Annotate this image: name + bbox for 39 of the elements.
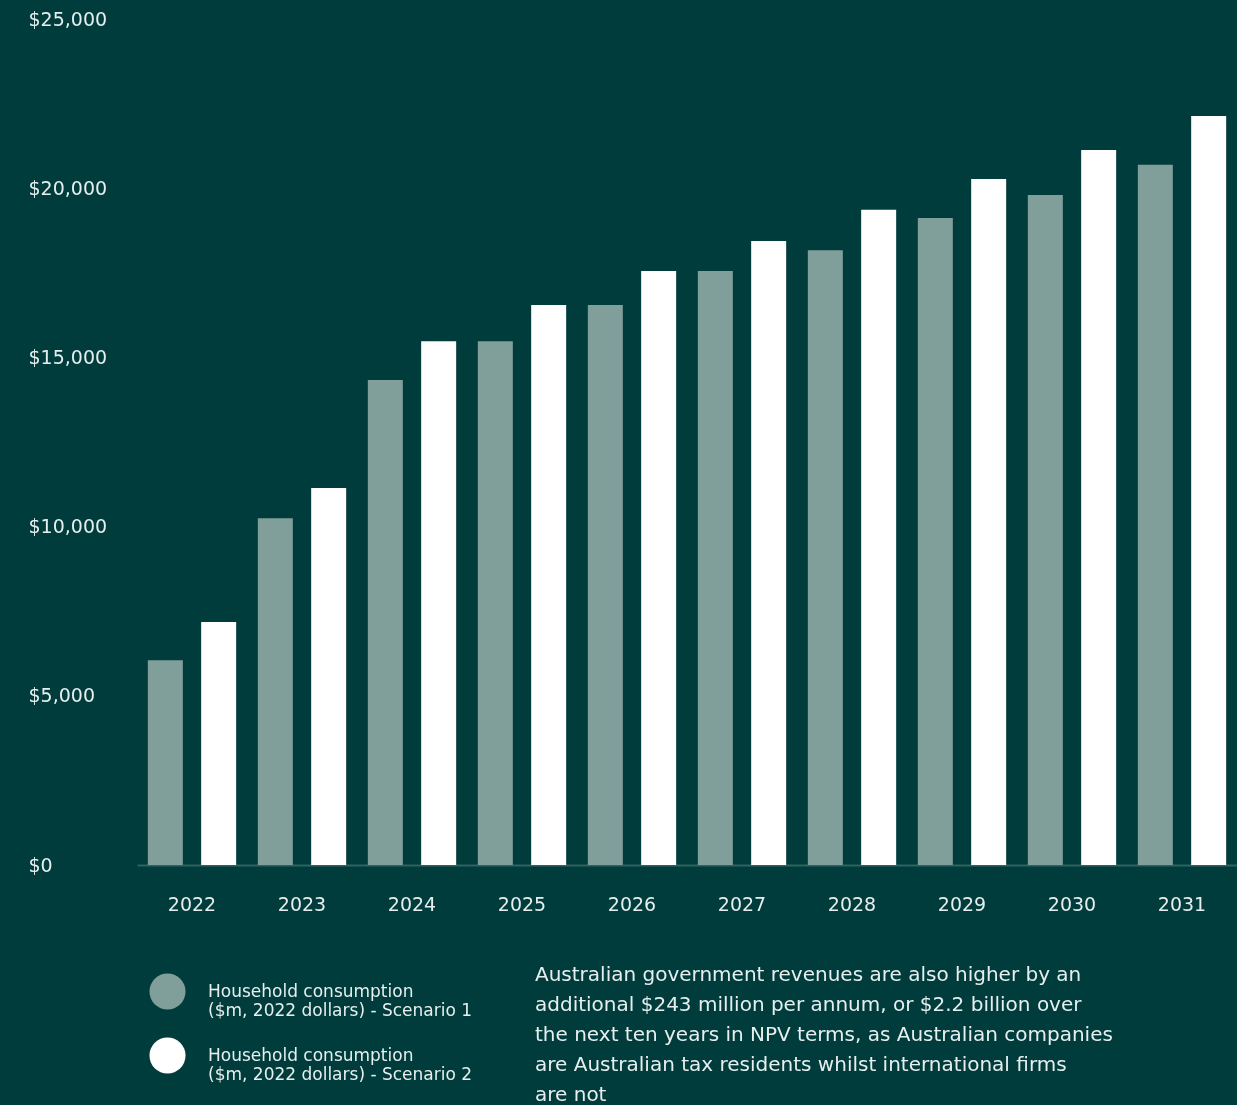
bar	[697, 271, 733, 865]
y-tick-label: $15,000	[28, 345, 108, 368]
bar	[917, 217, 953, 865]
y-tick-label: $5,000	[28, 684, 95, 707]
y-tick-label: $0	[28, 853, 53, 876]
legend-label: Household consumption ($m, 2022 dollars) - Scenario 1	[208, 980, 473, 1020]
x-tick-label: 2029	[937, 892, 987, 915]
bar	[531, 304, 567, 865]
bar	[861, 209, 897, 865]
x-tick-label: 2027	[717, 892, 767, 915]
bar	[477, 341, 513, 865]
bar	[421, 341, 457, 865]
x-tick-label: 2023	[277, 892, 327, 915]
bar	[201, 622, 237, 865]
bar	[1027, 194, 1063, 865]
bar	[1137, 164, 1173, 865]
bar	[257, 518, 293, 865]
y-tick-label: $20,000	[28, 176, 108, 199]
bar	[1191, 116, 1227, 865]
x-tick-label: 2025	[497, 892, 547, 915]
bar	[971, 179, 1007, 865]
bar	[1081, 149, 1117, 865]
bar	[587, 304, 623, 865]
y-tick-label: $10,000	[28, 515, 108, 538]
bar	[311, 488, 347, 865]
x-tick-label: 2024	[387, 892, 437, 915]
y-tick-label: $25,000	[28, 7, 108, 30]
bar	[367, 380, 403, 865]
x-tick-label: 2028	[827, 892, 877, 915]
bar	[641, 271, 677, 865]
x-tick-label: 2026	[607, 892, 657, 915]
bar	[807, 250, 843, 865]
x-tick-label: 2030	[1047, 892, 1097, 915]
bar	[147, 660, 183, 865]
x-tick-label: 2022	[167, 892, 217, 915]
legend-label: Household consumption ($m, 2022 dollars) - Scenario 2	[208, 1044, 473, 1084]
x-tick-label: 2031	[1157, 892, 1207, 915]
text: Australian government revenues are also higher by an additional $243 million per annum, or $2.2 billion over the next ten years in NPV terms, as Australian companies are Australian tax residents whilst international firms are not	[535, 962, 1113, 1105]
bar	[751, 240, 787, 865]
